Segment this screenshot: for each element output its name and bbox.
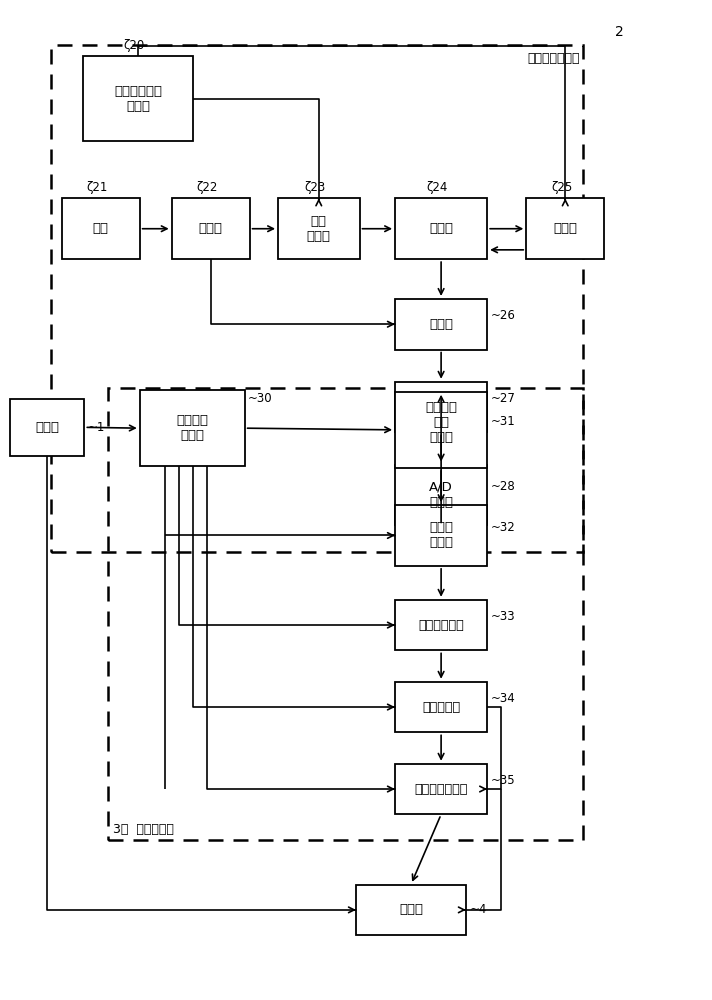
Text: 循环器: 循环器 [429,222,453,235]
Text: A/D
转换部: A/D 转换部 [429,481,453,509]
Text: ~31: ~31 [491,415,515,428]
Bar [395,505,487,566]
Text: ζ23: ζ23 [305,181,326,194]
Text: ~28: ~28 [491,480,515,493]
Text: 合成部: 合成部 [429,318,453,331]
Text: 信号发送接收部: 信号发送接收部 [527,52,580,65]
Bar [108,388,583,840]
Text: ~4: ~4 [469,903,487,916]
Text: 速度向量计算部: 速度向量计算部 [414,783,468,796]
Text: ζ22: ζ22 [197,181,218,194]
Text: 信号处理
控制部: 信号处理 控制部 [176,414,208,442]
Text: 功率谱
计算部: 功率谱 计算部 [429,521,453,549]
Text: 分配部: 分配部 [199,222,223,235]
Bar [172,198,250,259]
Text: 功率谱重构部: 功率谱重构部 [418,619,464,632]
Bar [395,600,487,650]
Text: 谱矩计算部: 谱矩计算部 [422,701,460,714]
Text: 控制部: 控制部 [35,421,59,434]
Text: ~26: ~26 [491,309,515,322]
Bar [278,198,360,259]
Text: ζ25: ζ25 [551,181,572,194]
Bar [395,465,487,525]
Text: 信号发送接收
控制部: 信号发送接收 控制部 [114,85,162,113]
Bar [62,198,140,259]
Text: 光天线: 光天线 [553,222,577,235]
Bar [395,682,487,732]
Bar [395,392,487,468]
Text: 2: 2 [615,25,624,39]
Text: 光接收部: 光接收部 [425,401,457,414]
Bar [526,198,604,259]
Bar [395,382,487,432]
Text: ζ21: ζ21 [86,181,108,194]
Bar [395,764,487,814]
Bar [356,885,466,935]
Text: ~1: ~1 [88,421,105,434]
Bar [51,45,583,552]
Text: 信号
切出部: 信号 切出部 [429,416,453,444]
Text: 光源: 光源 [93,222,109,235]
Text: 显示部: 显示部 [399,903,423,916]
Text: ~32: ~32 [491,521,515,534]
Text: ~33: ~33 [491,610,515,623]
Bar [140,390,245,466]
Bar [10,399,84,456]
Bar [395,299,487,350]
Text: ζ24: ζ24 [427,181,449,194]
Text: ~35: ~35 [491,774,515,787]
Text: ~30: ~30 [248,392,273,405]
Bar [83,56,193,141]
Bar [395,198,487,259]
Text: ~27: ~27 [491,392,515,405]
Text: 脉冲
调制部: 脉冲 调制部 [307,215,331,243]
Text: ζ20: ζ20 [124,39,145,52]
Text: 3～  信号处理部: 3～ 信号处理部 [113,823,174,836]
Text: ~34: ~34 [491,692,515,705]
